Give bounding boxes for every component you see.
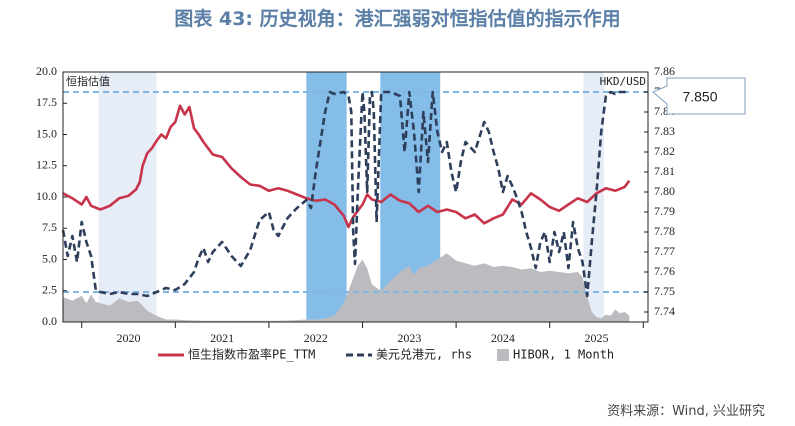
hibor-area <box>63 253 630 322</box>
callout-value: 7.850 <box>682 89 717 105</box>
right-tick-label: 7.74 <box>654 304 675 318</box>
fx-series <box>61 90 630 298</box>
x-tick-label: 2024 <box>491 331 515 345</box>
legend-label-fx: 美元兑港元, rhs <box>376 348 472 362</box>
right-axis-label: HKD/USD <box>600 75 646 88</box>
x-tick-label: 2021 <box>210 331 234 345</box>
callout-box <box>652 77 746 115</box>
right-tick-label: 7.78 <box>654 224 675 238</box>
chart-title: 图表 43: 历史视角：港汇强弱对恒指估值的指示作用 <box>174 8 621 30</box>
right-tick-label: 7.80 <box>654 184 675 198</box>
legend-swatch-hibor <box>497 349 509 361</box>
legend-label-pe: 恒生指数市盈率PE_TTM <box>188 347 315 362</box>
axes: 0.0 2.5 5.0 7.5 10.0 12.5 15.0 17.5 20.0 7.74 7.75… <box>36 64 675 345</box>
left-tick-label: 17.5 <box>36 95 57 109</box>
right-tick-label: 7.82 <box>654 144 675 158</box>
left-tick-label: 10.0 <box>36 189 57 203</box>
x-tick-label: 2025 <box>585 331 609 345</box>
right-tick-label: 7.75 <box>654 284 675 298</box>
right-tick-label: 7.76 <box>654 264 675 278</box>
right-tick-label: 7.86 <box>654 64 675 78</box>
right-tick-label: 7.79 <box>654 204 675 218</box>
right-tick-label: 7.81 <box>654 164 675 178</box>
left-tick-label: 0.0 <box>42 314 57 328</box>
left-axis-label: 恒指估值 <box>66 74 110 88</box>
hibor-series <box>63 253 630 322</box>
legend-label-hibor: HIBOR, 1 Month <box>513 348 614 362</box>
legend: 恒生指数市盈率PE_TTM 美元兑港元, rhs HIBOR, 1 Month <box>158 347 614 362</box>
fx-callout: 7.850 <box>652 77 746 115</box>
reference-lines <box>63 91 648 293</box>
left-tick-label: 15.0 <box>36 126 57 140</box>
right-tick-label: 7.83 <box>654 124 675 138</box>
left-tick-label: 7.5 <box>42 220 57 234</box>
left-tick-label: 20.0 <box>36 64 57 78</box>
left-tick-label: 12.5 <box>36 158 57 172</box>
x-tick-label: 2022 <box>304 331 328 345</box>
fx-line <box>61 90 630 298</box>
left-tick-label: 2.5 <box>42 283 57 297</box>
right-tick-label: 7.77 <box>654 244 675 258</box>
x-tick-label: 2023 <box>397 331 421 345</box>
left-tick-label: 5.0 <box>42 251 57 265</box>
source-note: 资料来源：Wind, 兴业研究 <box>607 404 765 419</box>
x-tick-label: 2020 <box>117 331 141 345</box>
